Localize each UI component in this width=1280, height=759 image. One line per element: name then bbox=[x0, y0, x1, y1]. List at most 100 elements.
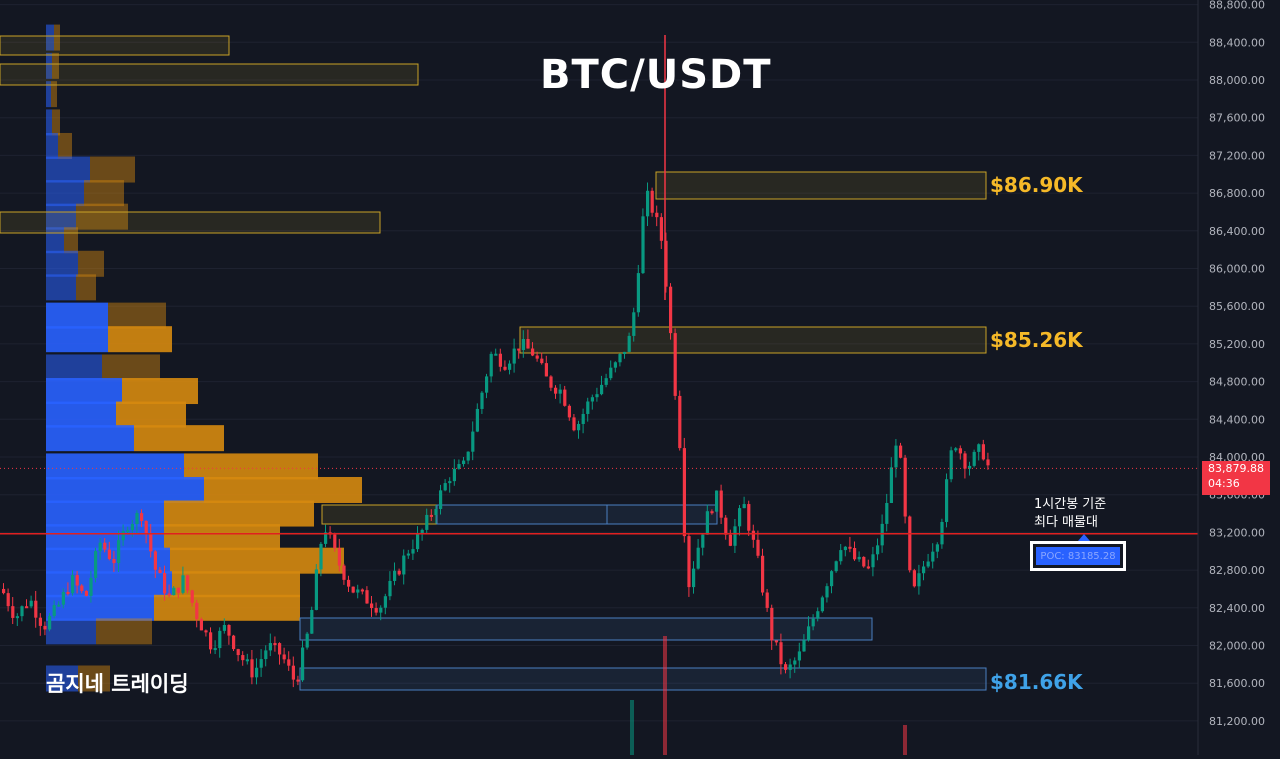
profile-sell-bar bbox=[51, 81, 57, 108]
candle-body bbox=[29, 600, 33, 607]
annotation-line-1: 1시간봉 기준 bbox=[1034, 497, 1107, 512]
grid-lines bbox=[0, 4, 1198, 722]
candle-body bbox=[682, 448, 686, 537]
candle-body bbox=[728, 534, 732, 546]
candle-body bbox=[365, 590, 369, 604]
candle-body bbox=[756, 539, 760, 556]
price-tick-label: 82,000.00 bbox=[1209, 640, 1265, 653]
candle-body bbox=[563, 389, 567, 406]
candle-body bbox=[554, 387, 558, 394]
profile-buy-bar bbox=[46, 52, 52, 79]
candle-body bbox=[531, 348, 535, 356]
candle-body bbox=[167, 593, 171, 596]
candle-body bbox=[360, 589, 364, 592]
candle-body bbox=[209, 632, 213, 650]
candle-body bbox=[600, 384, 604, 395]
zone-box bbox=[436, 504, 608, 525]
price-tick-label: 83,200.00 bbox=[1209, 526, 1265, 539]
profile-sell-bar bbox=[78, 665, 110, 692]
candle-body bbox=[977, 444, 981, 452]
annotation-line-2: 최다 매물대 bbox=[1034, 515, 1098, 530]
candle-body bbox=[687, 536, 691, 588]
profile-sell-bar bbox=[102, 354, 160, 381]
profile-sell-bar bbox=[84, 180, 124, 207]
current-price-value: 83,879.88 bbox=[1208, 462, 1264, 475]
candle-body bbox=[590, 397, 594, 402]
level-label-81660: $81.66K bbox=[990, 670, 1083, 694]
candle-body bbox=[264, 650, 268, 660]
zone-box bbox=[655, 171, 987, 200]
candle-body bbox=[843, 546, 847, 551]
candle-body bbox=[623, 351, 627, 355]
candle-body bbox=[181, 575, 185, 593]
candle-body bbox=[761, 555, 765, 593]
profile-sell-bar bbox=[184, 453, 318, 480]
profile-buy-bar bbox=[46, 354, 102, 381]
candle-body bbox=[84, 590, 88, 596]
candle-body bbox=[278, 643, 282, 655]
candle-body bbox=[498, 353, 502, 367]
candle-body bbox=[636, 273, 640, 313]
current-price-tag[interactable]: 83,879.88 04:36 bbox=[1202, 461, 1270, 495]
price-tick-label: 87,200.00 bbox=[1209, 149, 1265, 162]
candle-body bbox=[945, 479, 949, 522]
profile-buy-bar bbox=[46, 156, 90, 183]
candle-body bbox=[627, 335, 631, 352]
volume-bars bbox=[630, 636, 907, 755]
candle-body bbox=[135, 513, 139, 525]
profile-sell-bar bbox=[164, 524, 280, 551]
profile-buy-bar bbox=[46, 109, 52, 136]
candle-body bbox=[807, 626, 811, 641]
candle-body bbox=[673, 333, 677, 396]
price-tick-label: 81,600.00 bbox=[1209, 677, 1265, 690]
price-tick-label: 82,800.00 bbox=[1209, 564, 1265, 577]
candle-body bbox=[733, 526, 737, 546]
candle-body bbox=[149, 533, 153, 552]
candle-body bbox=[719, 490, 723, 518]
candle-body bbox=[986, 459, 990, 466]
candle-body bbox=[434, 508, 438, 516]
price-tick-label: 85,200.00 bbox=[1209, 338, 1265, 351]
profile-sell-bar bbox=[154, 594, 300, 621]
candle-body bbox=[333, 534, 337, 549]
volume-bar bbox=[663, 636, 667, 755]
candle-body bbox=[765, 592, 769, 608]
candle-body bbox=[857, 556, 861, 560]
candle-body bbox=[57, 604, 61, 607]
profile-sell-bar bbox=[52, 52, 59, 79]
candle-body bbox=[117, 540, 121, 564]
candle-body bbox=[935, 544, 939, 552]
candle-body bbox=[222, 624, 226, 631]
zone-box bbox=[0, 211, 381, 234]
profile-sell-bar bbox=[170, 547, 344, 574]
candle-body bbox=[595, 394, 599, 398]
price-tick-label: 86,000.00 bbox=[1209, 263, 1265, 276]
candle-body bbox=[774, 640, 778, 643]
candle-body bbox=[282, 654, 286, 660]
candle-body bbox=[512, 348, 516, 364]
candle-body bbox=[370, 603, 374, 609]
candle-body bbox=[379, 607, 383, 613]
candle-body bbox=[972, 451, 976, 466]
profile-sell-bar bbox=[54, 24, 60, 51]
price-tick-label: 84,000.00 bbox=[1209, 451, 1265, 464]
candle-body bbox=[811, 618, 815, 627]
profile-sell-bar bbox=[76, 203, 128, 230]
candle-body bbox=[71, 575, 75, 594]
profile-sell-bar bbox=[58, 132, 72, 159]
profile-buy-bar bbox=[46, 401, 116, 428]
candle-body bbox=[825, 586, 829, 598]
candle-body bbox=[11, 606, 15, 618]
candle-body bbox=[213, 648, 217, 651]
candle-body bbox=[485, 376, 489, 393]
candle-body bbox=[770, 607, 774, 641]
profile-sell-bar bbox=[116, 401, 186, 428]
candle-body bbox=[144, 520, 148, 534]
zone-box bbox=[519, 326, 987, 354]
candle-body bbox=[448, 481, 452, 484]
candle-body bbox=[61, 591, 65, 605]
candle-body bbox=[471, 431, 475, 452]
candle-body bbox=[121, 531, 125, 541]
